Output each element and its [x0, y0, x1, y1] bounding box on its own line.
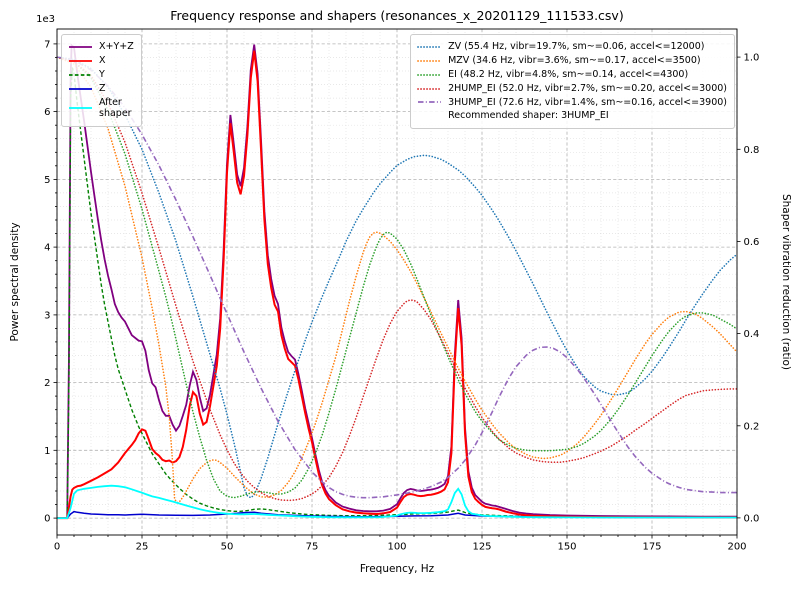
legend-line-sample: [418, 101, 442, 104]
svg-text:125: 125: [472, 542, 491, 553]
legend-item: X: [68, 55, 134, 67]
legend-line-sample: [69, 46, 92, 48]
ticks: [53, 43, 741, 539]
svg-text:0: 0: [44, 514, 50, 525]
legend-label: ZV (55.4 Hz, vibr=19.7%, sm~=0.06, accel…: [448, 41, 705, 52]
legend-line-sample: [417, 73, 442, 76]
svg-text:150: 150: [557, 542, 576, 553]
svg-text:75: 75: [306, 542, 319, 553]
legend-item: Recommended shaper: 3HUMP_EI: [417, 110, 727, 122]
series-3hump-ei: [57, 56, 737, 499]
legend-item: After shaper: [68, 97, 134, 121]
svg-text:5: 5: [44, 175, 50, 186]
chart-title: Frequency response and shapers (resonanc…: [170, 8, 624, 23]
legend-item: X+Y+Z: [68, 41, 134, 53]
series-zv: [57, 56, 737, 499]
legend-line-sample: [69, 59, 92, 62]
legend-label: EI (48.2 Hz, vibr=4.8%, sm~=0.14, accel<…: [448, 68, 689, 80]
legend-item: Z: [68, 83, 134, 95]
svg-text:0.6: 0.6: [744, 237, 760, 248]
svg-text:0.0: 0.0: [744, 513, 760, 524]
legend-label: Z: [99, 82, 106, 94]
legend-line-sample: [417, 46, 442, 48]
legend-label: MZV (34.6 Hz, vibr=3.6%, sm~=0.17, accel…: [448, 54, 701, 66]
svg-text:3: 3: [44, 310, 50, 321]
legend-label: X+Y+Z: [99, 41, 134, 52]
legend-line-sample: [69, 107, 92, 110]
legend-label: 2HUMP_EI (52.0 Hz, vibr=2.7%, sm~=0.20, …: [448, 82, 727, 94]
legend-item: ZV (55.4 Hz, vibr=19.7%, sm~=0.06, accel…: [417, 41, 727, 53]
y-axis-label-left: Power spectral density: [9, 222, 21, 342]
series-mzv: [57, 56, 737, 504]
svg-text:50: 50: [221, 542, 234, 553]
legend-item: 2HUMP_EI (52.0 Hz, vibr=2.7%, sm~=0.20, …: [417, 83, 727, 95]
legend-label: Recommended shaper: 3HUMP_EI: [448, 110, 609, 122]
legend-line-sample: [69, 87, 92, 90]
svg-text:1: 1: [44, 446, 50, 457]
legend-item: EI (48.2 Hz, vibr=4.8%, sm~=0.14, accel<…: [417, 69, 727, 81]
series-group: [57, 43, 737, 520]
svg-text:100: 100: [387, 542, 406, 553]
legend-item: Y: [68, 69, 134, 81]
x-axis-label: Frequency, Hz: [359, 563, 435, 575]
svg-text:0.4: 0.4: [744, 329, 760, 340]
legend-label: After shaper: [99, 96, 132, 120]
legend-item: 3HUMP_EI (72.6 Hz, vibr=1.4%, sm~=0.16, …: [417, 97, 727, 109]
svg-text:25: 25: [136, 542, 149, 553]
svg-text:2: 2: [44, 378, 50, 389]
legend-line-sample: [69, 73, 92, 76]
series-after-shaper: [57, 484, 737, 519]
legend-label: 3HUMP_EI (72.6 Hz, vibr=1.4%, sm~=0.16, …: [448, 96, 727, 108]
svg-text:0.8: 0.8: [744, 145, 760, 156]
legend-line-sample: [417, 59, 442, 62]
svg-text:200: 200: [727, 542, 746, 553]
series-x: [57, 50, 737, 520]
legend-line-sample: [417, 111, 442, 121]
svg-text:0: 0: [54, 542, 60, 553]
svg-text:175: 175: [642, 542, 661, 553]
svg-text:6: 6: [44, 107, 50, 118]
legend-shapers: ZV (55.4 Hz, vibr=19.7%, sm~=0.06, accel…: [410, 34, 735, 130]
legend-item: MZV (34.6 Hz, vibr=3.6%, sm~=0.17, accel…: [417, 55, 727, 67]
svg-text:1.0: 1.0: [744, 53, 760, 64]
legend-line-sample: [417, 87, 442, 90]
tick-labels: 0 25 50 75 100 125 150 175 200 0 1 2 3 4 5 6 7 0.0 0.2 0.4 0…: [44, 39, 759, 552]
series-2hump-ei: [57, 56, 737, 502]
y-axis-offset-text: 1e3: [36, 14, 55, 25]
svg-text:4: 4: [44, 243, 50, 254]
legend-label: Y: [99, 68, 105, 80]
svg-text:0.2: 0.2: [744, 421, 760, 432]
legend-psd: X+Y+Z X Y Z After shaper: [61, 34, 142, 128]
series-z: [57, 510, 737, 519]
legend-label: X: [99, 54, 106, 66]
y-axis-label-right: Shaper vibration reduction (ratio): [780, 193, 792, 371]
svg-text:7: 7: [44, 39, 50, 50]
